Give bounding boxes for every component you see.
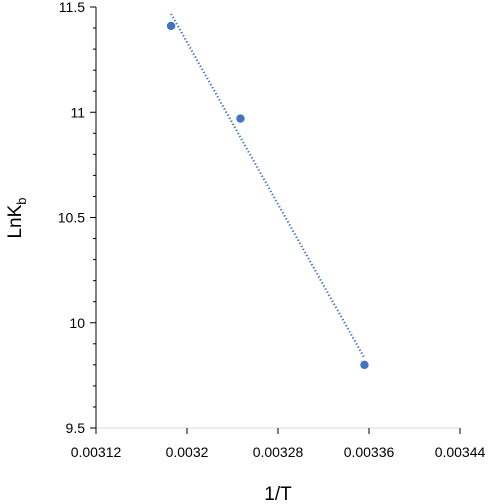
y-tick-label: 11 [70, 104, 85, 120]
y-tick-labels: 9.5 10 10.5 11 11.5 [58, 0, 85, 436]
data-point [236, 114, 245, 123]
x-tick-marks [95, 428, 461, 434]
x-tick-label: 0.00336 [344, 444, 395, 460]
x-axis-title: 1/T [264, 484, 292, 504]
y-tick-label: 10 [69, 315, 85, 331]
y-tick-label: 10.5 [58, 210, 85, 226]
data-points [166, 21, 369, 370]
trendline [170, 13, 366, 359]
trendline-group [170, 13, 366, 359]
x-tick-label: 0.0032 [166, 444, 209, 460]
y-axis-title-main: LnK [5, 204, 26, 238]
x-tick-label: 0.00328 [253, 444, 304, 460]
y-tick-marks [90, 6, 96, 429]
y-tick-label: 9.5 [66, 420, 86, 436]
y-axis-title-subscript: b [14, 197, 29, 204]
data-point [360, 360, 369, 370]
data-point [166, 21, 176, 31]
x-tick-label: 0.00344 [435, 444, 486, 460]
x-tick-labels: 0.00312 0.0032 0.00328 0.00336 0.00344 [71, 444, 486, 460]
y-tick-label: 11.5 [59, 0, 85, 15]
x-tick-label: 0.00312 [71, 444, 122, 460]
y-axis-title: LnKb [5, 197, 29, 238]
